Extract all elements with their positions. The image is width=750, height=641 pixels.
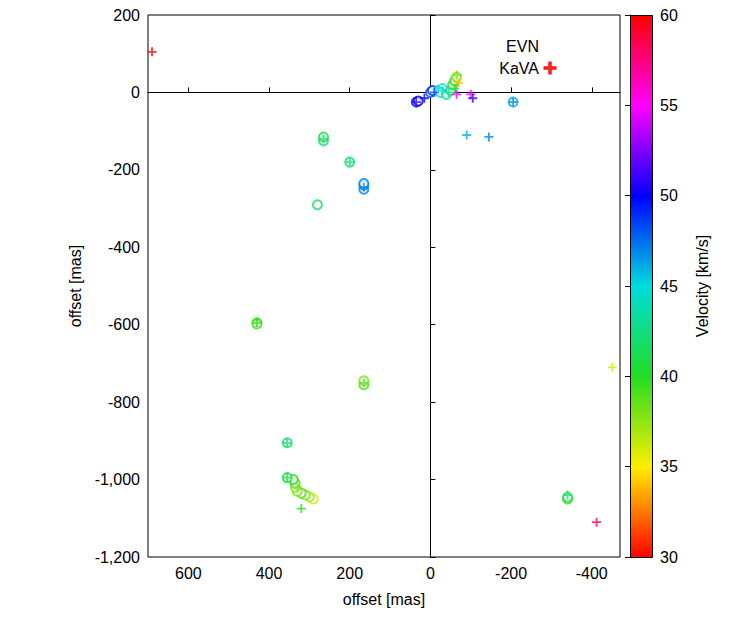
svg-text:45: 45: [660, 278, 678, 295]
svg-text:EVN: EVN: [506, 38, 539, 55]
svg-text:200: 200: [113, 7, 140, 24]
svg-text:60: 60: [660, 7, 678, 24]
svg-text:50: 50: [660, 187, 678, 204]
svg-text:0: 0: [426, 565, 435, 582]
svg-text:40: 40: [660, 368, 678, 385]
svg-text:600: 600: [175, 565, 202, 582]
svg-text:-1,200: -1,200: [95, 549, 140, 566]
svg-text:-600: -600: [108, 316, 140, 333]
svg-text:0: 0: [131, 84, 140, 101]
svg-text:-400: -400: [108, 239, 140, 256]
svg-text:KaVA: KaVA: [499, 60, 539, 77]
svg-text:400: 400: [256, 565, 283, 582]
svg-text:30: 30: [660, 549, 678, 566]
svg-text:35: 35: [660, 458, 678, 475]
svg-text:-400: -400: [576, 565, 608, 582]
svg-text:-200: -200: [108, 161, 140, 178]
svg-text:offset [mas]: offset [mas]: [67, 245, 84, 327]
svg-text:offset [mas]: offset [mas]: [343, 591, 425, 608]
svg-text:-1,000: -1,000: [95, 471, 140, 488]
svg-text:-800: -800: [108, 394, 140, 411]
svg-text:55: 55: [660, 97, 678, 114]
svg-text:-200: -200: [495, 565, 527, 582]
svg-text:200: 200: [336, 565, 363, 582]
svg-text:Velocity [km/s]: Velocity [km/s]: [694, 235, 711, 337]
